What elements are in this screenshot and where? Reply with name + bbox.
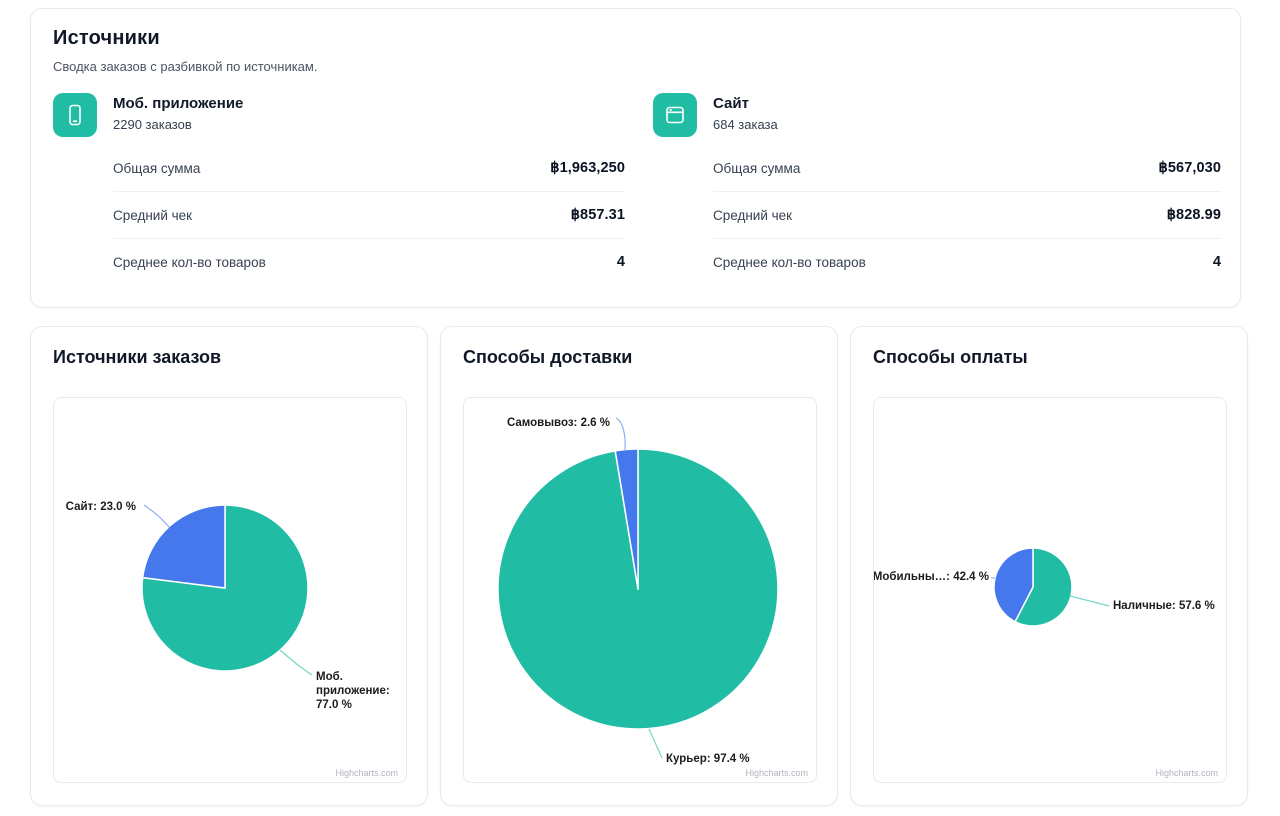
source-header: Сайт 684 заказа bbox=[653, 93, 1221, 137]
chart-plot-area: Курьер: 97.4 % Самовывоз: 2.6 % Highchart… bbox=[463, 397, 817, 783]
stat-row-total-sum: Общая сумма ฿567,030 bbox=[713, 145, 1221, 191]
pie-label-connector bbox=[279, 649, 313, 676]
stat-value: 4 bbox=[616, 254, 625, 270]
stat-value: ฿857.31 bbox=[570, 207, 625, 223]
stat-value: ฿1,963,250 bbox=[550, 160, 625, 176]
chart-title: Источники заказов bbox=[53, 347, 222, 367]
stat-label: Средний чек bbox=[113, 207, 193, 223]
source-block-website: Сайт 684 заказа Общая сумма ฿567,030 Сре… bbox=[653, 93, 1221, 285]
highcharts-credit-link[interactable]: Highcharts.com bbox=[335, 768, 398, 778]
stat-value: 4 bbox=[1212, 254, 1221, 270]
pie-chart-payment-methods: Наличные: 57.6 % Мобильны…: 42.4 % bbox=[874, 547, 1215, 627]
pie-data-label: Курьер: 97.4 % bbox=[666, 753, 750, 765]
pie-chart-delivery-methods: Курьер: 97.4 % Самовывоз: 2.6 % bbox=[497, 417, 779, 765]
chart-plot-area: Моб. приложение: 77.0 % Сайт: 23.0 % Highch… bbox=[53, 397, 407, 783]
source-name: Моб. приложение bbox=[113, 95, 244, 112]
pie-data-label: Наличные: 57.6 % bbox=[1113, 600, 1215, 612]
stat-label: Общая сумма bbox=[113, 160, 201, 176]
stat-row-average-items: Среднее кол-во товаров 4 bbox=[113, 238, 625, 285]
highcharts-credit-link[interactable]: Highcharts.com bbox=[745, 768, 808, 778]
source-block-mobile-app: Моб. приложение 2290 заказов Общая сумма… bbox=[53, 93, 625, 285]
stat-row-average-check: Средний чек ฿828.99 bbox=[713, 191, 1221, 238]
pie-label-connector bbox=[648, 728, 663, 759]
pie-label-connector bbox=[1069, 595, 1110, 607]
chart-card-delivery-methods: Способы доставки Курьер: 97.4 % Самовывоз… bbox=[440, 326, 838, 806]
pie-label-connector bbox=[615, 417, 626, 451]
stat-label: Общая сумма bbox=[713, 160, 801, 176]
stat-row-average-items: Среднее кол-во товаров 4 bbox=[713, 238, 1221, 285]
pie-data-label: Сайт: 23.0 % bbox=[66, 501, 136, 513]
pie-data-label: Моб. приложение: 77.0 % bbox=[316, 671, 390, 711]
pie-slice-1[interactable] bbox=[993, 547, 1034, 623]
source-order-count: 2290 заказов bbox=[113, 117, 192, 132]
website-icon bbox=[653, 93, 697, 137]
stat-label: Среднее кол-во товаров bbox=[713, 254, 866, 270]
chart-title: Способы оплаты bbox=[873, 347, 1028, 367]
chart-card-order-sources: Источники заказов Моб. приложение: 77.0 % С… bbox=[30, 326, 428, 806]
stat-row-total-sum: Общая сумма ฿1,963,250 bbox=[113, 145, 625, 191]
pie-chart-order-sources: Моб. приложение: 77.0 % Сайт: 23.0 % bbox=[66, 501, 390, 711]
mobile-app-icon bbox=[53, 93, 97, 137]
chart-plot-area: Наличные: 57.6 % Мобильны…: 42.4 % Highch… bbox=[873, 397, 1227, 783]
pie-data-label: Самовывоз: 2.6 % bbox=[507, 417, 610, 429]
page-subtitle: Сводка заказов с разбивкой по источникам… bbox=[53, 59, 318, 74]
source-stats-list: Общая сумма ฿567,030 Средний чек ฿828.99… bbox=[713, 145, 1221, 285]
stat-label: Средний чек bbox=[713, 207, 793, 223]
sources-summary-card: Источники Сводка заказов с разбивкой по … bbox=[30, 8, 1241, 308]
highcharts-credit-link[interactable]: Highcharts.com bbox=[1155, 768, 1218, 778]
stat-value: ฿567,030 bbox=[1158, 160, 1221, 176]
stat-row-average-check: Средний чек ฿857.31 bbox=[113, 191, 625, 238]
stat-label: Среднее кол-во товаров bbox=[113, 254, 266, 270]
source-order-count: 684 заказа bbox=[713, 117, 778, 132]
pie-slice-1[interactable] bbox=[614, 448, 639, 590]
source-header: Моб. приложение 2290 заказов bbox=[53, 93, 625, 137]
page-title: Источники bbox=[53, 27, 160, 49]
pie-data-label: Мобильны…: 42.4 % bbox=[874, 571, 989, 583]
source-name: Сайт bbox=[713, 95, 749, 112]
chart-title: Способы доставки bbox=[463, 347, 633, 367]
pie-label-connector bbox=[143, 504, 172, 530]
stat-value: ฿828.99 bbox=[1166, 207, 1221, 223]
chart-card-payment-methods: Способы оплаты Наличные: 57.6 % Мобильны…… bbox=[850, 326, 1248, 806]
source-stats-list: Общая сумма ฿1,963,250 Средний чек ฿857.… bbox=[113, 145, 625, 285]
pie-slice-1[interactable] bbox=[141, 504, 226, 589]
